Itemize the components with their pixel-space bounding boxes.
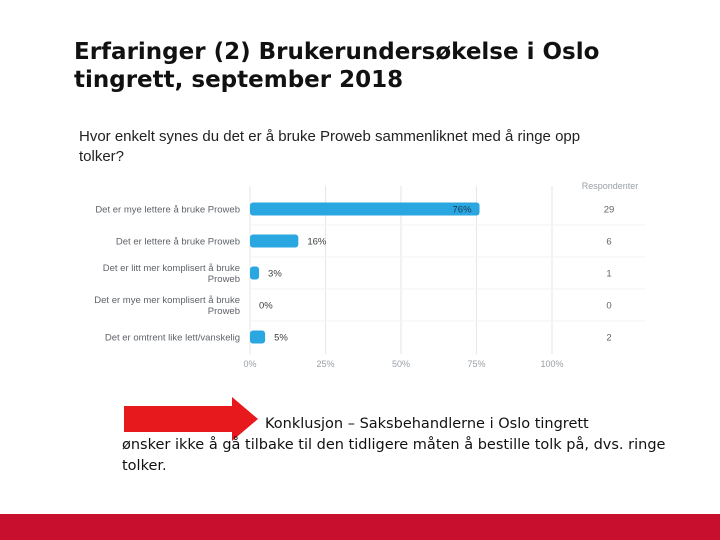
respondent-count: 1: [606, 269, 611, 280]
category-label: Det er mye lettere å bruke Proweb: [95, 205, 240, 216]
category-label: Det er litt mer komplisert å bruke Proweb: [103, 263, 240, 285]
category-label-line: Det er lettere å bruke Proweb: [116, 237, 240, 248]
respondent-count: 6: [606, 237, 611, 248]
x-tick-label: 50%: [392, 359, 410, 369]
bar-value-label: 5%: [274, 333, 288, 344]
respondent-count: 0: [606, 301, 611, 312]
survey-question: Hvor enkelt synes du det er å bruke Prow…: [79, 128, 581, 165]
respondent-count: 29: [604, 205, 615, 216]
bar-value-label: 0%: [259, 301, 273, 312]
category-label-line: Proweb: [208, 274, 240, 285]
category-label-line: Det er omtrent like lett/vanskelig: [105, 333, 240, 344]
footer-bar: [0, 514, 720, 540]
bar: [250, 330, 266, 344]
x-tick-label: 100%: [540, 359, 563, 369]
category-label: Det er mye mer komplisert å bruke Proweb: [94, 295, 240, 317]
bar-value-label: 3%: [268, 269, 282, 280]
arrow-shape: [124, 397, 258, 441]
category-label-line: Proweb: [208, 306, 240, 317]
bar: [250, 266, 260, 280]
respondents-header: Respondenter: [582, 181, 639, 191]
x-tick-label: 0%: [243, 359, 256, 369]
conclusion-text: Konklusjon – Saksbehandlerne i Oslo ting…: [122, 414, 682, 477]
category-label-line: Det er mye lettere å bruke Proweb: [95, 205, 240, 216]
bar: [250, 202, 480, 216]
bar-value-label: 16%: [307, 237, 327, 248]
category-label-line: Det er mye mer komplisert å bruke: [94, 295, 240, 306]
bar-value-label: 76%: [453, 205, 473, 216]
category-label: Det er lettere å bruke Proweb: [116, 237, 240, 248]
x-tick-label: 75%: [467, 359, 485, 369]
category-label: Det er omtrent like lett/vanskelig: [105, 333, 240, 344]
x-tick-label: 25%: [316, 359, 334, 369]
category-label-line: Det er litt mer komplisert å bruke: [103, 263, 240, 274]
respondent-count: 2: [606, 333, 611, 344]
bar: [250, 234, 299, 248]
conclusion-line-1: Konklusjon – Saksbehandlerne i Oslo ting…: [265, 416, 589, 432]
slide-title: Erfaringer (2) Brukerundersøkelse i Oslo…: [74, 39, 600, 93]
conclusion-line-2: ønsker ikke å gå tilbake til den tidlige…: [122, 437, 666, 474]
right-arrow-icon: [124, 397, 258, 441]
